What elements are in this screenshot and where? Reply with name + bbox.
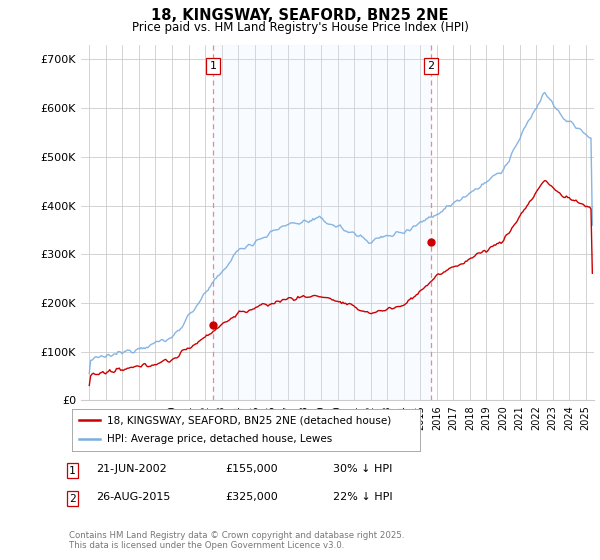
Text: £325,000: £325,000 bbox=[225, 492, 278, 502]
Text: HPI: Average price, detached house, Lewes: HPI: Average price, detached house, Lewe… bbox=[107, 435, 332, 445]
Text: Price paid vs. HM Land Registry's House Price Index (HPI): Price paid vs. HM Land Registry's House … bbox=[131, 21, 469, 34]
Text: 1: 1 bbox=[69, 466, 76, 476]
Text: 2: 2 bbox=[69, 494, 76, 504]
Text: 30% ↓ HPI: 30% ↓ HPI bbox=[333, 464, 392, 474]
Text: 2: 2 bbox=[427, 61, 434, 71]
Text: 18, KINGSWAY, SEAFORD, BN25 2NE (detached house): 18, KINGSWAY, SEAFORD, BN25 2NE (detache… bbox=[107, 415, 391, 425]
Text: 21-JUN-2002: 21-JUN-2002 bbox=[96, 464, 167, 474]
Text: 18, KINGSWAY, SEAFORD, BN25 2NE: 18, KINGSWAY, SEAFORD, BN25 2NE bbox=[151, 8, 449, 24]
Text: £155,000: £155,000 bbox=[225, 464, 278, 474]
Text: Contains HM Land Registry data © Crown copyright and database right 2025.
This d: Contains HM Land Registry data © Crown c… bbox=[69, 531, 404, 550]
Text: 26-AUG-2015: 26-AUG-2015 bbox=[96, 492, 170, 502]
Text: 1: 1 bbox=[209, 61, 217, 71]
Text: 22% ↓ HPI: 22% ↓ HPI bbox=[333, 492, 392, 502]
Bar bbox=[213, 45, 431, 400]
